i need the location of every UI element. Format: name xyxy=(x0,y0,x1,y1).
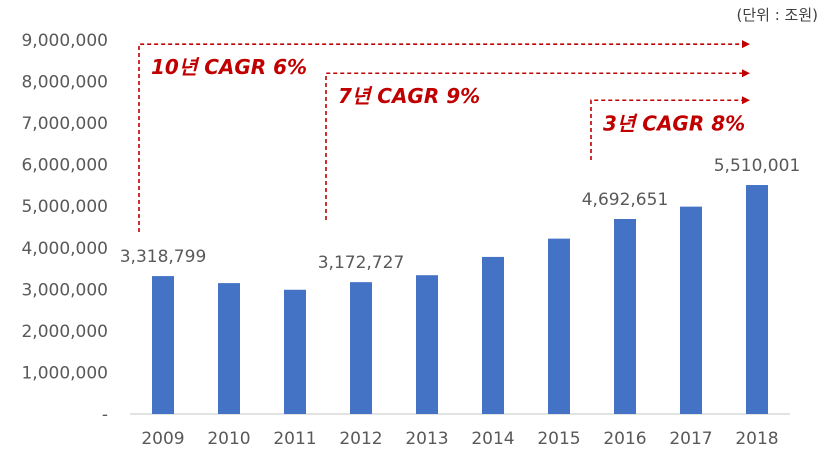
y-tick-label: 1,000,000 xyxy=(21,363,108,383)
cagr-annotations: 10년 CAGR 6% 7년 CAGR 9% 3년 CAGR 8% xyxy=(138,40,750,232)
y-tick-label: 9,000,000 xyxy=(21,31,108,51)
bars xyxy=(152,185,768,414)
y-tick-label: 8,000,000 xyxy=(21,73,108,93)
bar-2015 xyxy=(548,238,570,414)
bar-2011 xyxy=(284,289,306,414)
y-tick-label: 2,000,000 xyxy=(21,322,108,342)
x-tick-label: 2011 xyxy=(273,429,316,449)
data-label: 3,172,727 xyxy=(318,253,405,273)
x-tick-label: 2012 xyxy=(339,429,382,449)
cagr-label: 3년 CAGR 8% xyxy=(603,111,745,135)
y-tick-label: 3,000,000 xyxy=(21,280,108,300)
x-tick-label: 2009 xyxy=(141,429,184,449)
x-tick-label: 2016 xyxy=(603,429,646,449)
labels: 3,318,799 3,172,727 4,692,651 5,510,001 xyxy=(120,156,801,273)
bar-2014 xyxy=(482,256,504,414)
y-tick-label: 7,000,000 xyxy=(21,114,108,134)
cagr-label: 7년 CAGR 9% xyxy=(338,84,480,108)
bar-2013 xyxy=(416,275,438,414)
data-label: 5,510,001 xyxy=(714,156,801,176)
x-tick-label: 2015 xyxy=(537,429,580,449)
data-label: 3,318,799 xyxy=(120,247,207,267)
y-tick-label: 6,000,000 xyxy=(21,156,108,176)
cagr-arrow xyxy=(325,69,750,220)
bar-2016 xyxy=(614,218,636,414)
bar-2009 xyxy=(152,276,174,414)
x-tick-label: 2010 xyxy=(207,429,250,449)
bar-2018 xyxy=(746,185,768,414)
x-tick-label: 2017 xyxy=(669,429,712,449)
bar-2010 xyxy=(218,283,240,414)
bar-2012 xyxy=(350,282,372,414)
data-label: 4,692,651 xyxy=(582,190,669,210)
y-tick-label: 5,000,000 xyxy=(21,197,108,217)
unit-label: (단위 : 조원) xyxy=(737,6,819,24)
bar-2017 xyxy=(680,206,702,414)
y-tick-label: 4,000,000 xyxy=(21,239,108,259)
x-tick-label: 2018 xyxy=(735,429,778,449)
x-tick-label: 2014 xyxy=(471,429,514,449)
x-tick-label: 2013 xyxy=(405,429,448,449)
y-tick-label: - xyxy=(102,405,108,425)
axes: - 1,000,000 2,000,000 3,000,000 4,000,000 5,0… xyxy=(21,31,790,449)
cagr-arrow xyxy=(590,96,750,160)
cagr-label: 10년 CAGR 6% xyxy=(151,55,307,79)
